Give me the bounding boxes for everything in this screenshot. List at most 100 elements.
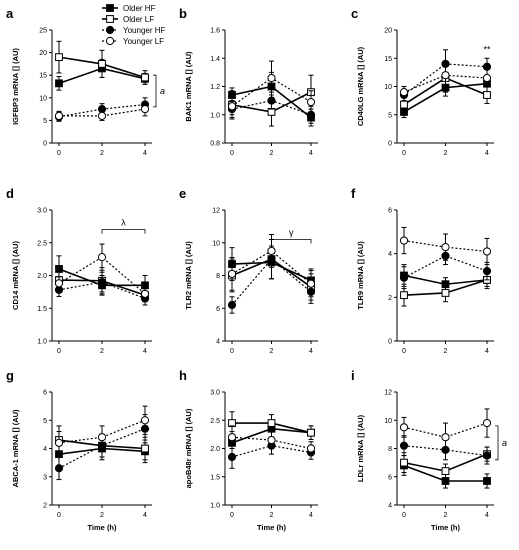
legend: Older HF Older LF Younger HF Younger LF	[102, 4, 166, 46]
panel-letter: d	[6, 186, 14, 201]
y-tick-label: 1.0	[210, 503, 220, 510]
legend-label: Younger HF	[123, 26, 166, 35]
x-tick-label: 2	[444, 348, 448, 355]
series-older-lf	[400, 270, 491, 307]
y-tick-label: 10	[384, 84, 392, 91]
significance-bracket	[495, 425, 499, 461]
data-point	[141, 444, 149, 453]
y-tick-label: 5	[43, 118, 47, 125]
data-point	[400, 100, 408, 109]
legend-item: Younger HF	[102, 25, 166, 35]
x-tick-label: 4	[485, 512, 489, 519]
legend-label: Older HF	[123, 4, 156, 13]
data-point	[227, 269, 237, 278]
y-axis-label: apoB48r mRNA [] (AU)	[184, 408, 193, 488]
y-axis-label: BAK1 mRNA [] (AU)	[184, 51, 193, 122]
panel-letter: e	[179, 186, 186, 201]
y-tick-label: 1.0	[210, 112, 220, 119]
x-tick-label: 0	[57, 348, 61, 355]
significance-bracket	[271, 239, 312, 244]
y-tick-label: 1.6	[210, 28, 220, 35]
y-tick-label: 1.5	[37, 306, 47, 313]
x-tick-label: 0	[230, 348, 234, 355]
x-tick-label: 2	[100, 150, 104, 157]
data-point	[482, 418, 492, 428]
panel-letter: f	[351, 186, 356, 201]
series-line	[403, 239, 488, 253]
series-younger-lf	[227, 425, 316, 456]
panel-letter: a	[6, 6, 14, 21]
x-tick-label: 0	[402, 348, 406, 355]
y-tick-label: 6	[388, 208, 392, 215]
significance-label: **	[483, 45, 491, 55]
data-point	[441, 289, 450, 297]
legend-marker	[105, 36, 115, 46]
x-tick-label: 4	[143, 150, 147, 157]
y-tick-label: 20	[384, 28, 392, 35]
series-younger-lf	[399, 63, 492, 99]
data-point	[97, 277, 107, 287]
y-tick-label: 20	[39, 50, 47, 57]
y-tick-label: 10	[384, 418, 392, 425]
data-point	[441, 71, 450, 80]
data-point	[140, 416, 150, 425]
y-tick-label: 1.2	[210, 84, 220, 91]
series-younger-lf	[227, 234, 316, 298]
y-tick-label: 1.4	[210, 56, 220, 63]
y-tick-label: 10	[212, 240, 220, 247]
data-point	[441, 433, 450, 442]
y-tick-label: 2	[388, 295, 392, 302]
data-point	[227, 300, 237, 310]
data-point	[483, 477, 491, 485]
data-point	[306, 279, 316, 288]
data-point	[55, 53, 63, 62]
x-tick-label: 0	[57, 150, 61, 157]
y-tick-label: 4	[216, 339, 220, 346]
data-point	[482, 451, 492, 460]
y-tick-label: 2	[43, 503, 47, 510]
panel-c: c 0 5 10 15 20 0 2 4 CD40LG mRNA [] (AU) **	[351, 6, 494, 157]
series-younger-lf	[54, 243, 150, 301]
data-point	[98, 60, 106, 68]
y-axis-label: IGFBP3 mRNA [] (AU)	[11, 48, 20, 125]
y-tick-label: 12	[384, 390, 392, 397]
x-tick-label: 0	[402, 512, 406, 519]
series-line	[59, 108, 146, 117]
y-tick-label: 2.0	[37, 273, 47, 280]
x-tick-label: 2	[100, 348, 104, 355]
y-tick-label: 15	[384, 56, 392, 63]
significance-bracket	[153, 74, 157, 108]
data-point	[306, 444, 316, 453]
data-point	[55, 79, 63, 88]
series-younger-lf	[227, 60, 316, 116]
significance-label: γ	[289, 227, 294, 237]
y-tick-label: 2.5	[210, 418, 220, 425]
series-older-lf	[55, 40, 149, 85]
data-point	[97, 253, 107, 262]
data-point	[227, 102, 237, 111]
series-line	[58, 103, 146, 118]
data-point	[97, 111, 107, 120]
x-tick-label: 0	[402, 150, 406, 157]
y-tick-label: 6	[216, 306, 220, 313]
series-younger-lf	[399, 226, 492, 266]
x-tick-label: 4	[485, 150, 489, 157]
data-point	[267, 419, 276, 427]
panel-b: b 0.8 1.0 1.2 1.4 1.6 0 2 4 BAK1 mRNA [] (AU)	[179, 6, 318, 157]
x-tick-label: 4	[309, 512, 313, 519]
panel-g: g 2 3 4 5 6 0 2 4 ABCA-1 mRNA [] (AU) Time (h)	[6, 368, 152, 532]
data-point	[227, 433, 237, 442]
y-tick-label: 8	[388, 446, 392, 453]
data-point	[400, 458, 408, 467]
y-axis-label: TLR9 mRNA [] (AU)	[356, 241, 365, 310]
panel-a: a 0 5 10 15 20 25 0 2 4 IGFBP3 mRNA [] (AU) a	[6, 6, 165, 157]
legend-label: Older LF	[123, 15, 154, 24]
x-tick-label: 4	[143, 512, 147, 519]
x-tick-label: 0	[230, 150, 234, 157]
data-point	[483, 91, 491, 99]
x-tick-label: 4	[143, 348, 147, 355]
y-tick-label: 1.5	[210, 474, 220, 481]
data-point	[399, 273, 409, 282]
y-tick-label: 12	[212, 208, 220, 215]
panel-f: f 0 2 4 6 0 2 4 TLR9 mRNA [] (AU)	[351, 186, 494, 355]
